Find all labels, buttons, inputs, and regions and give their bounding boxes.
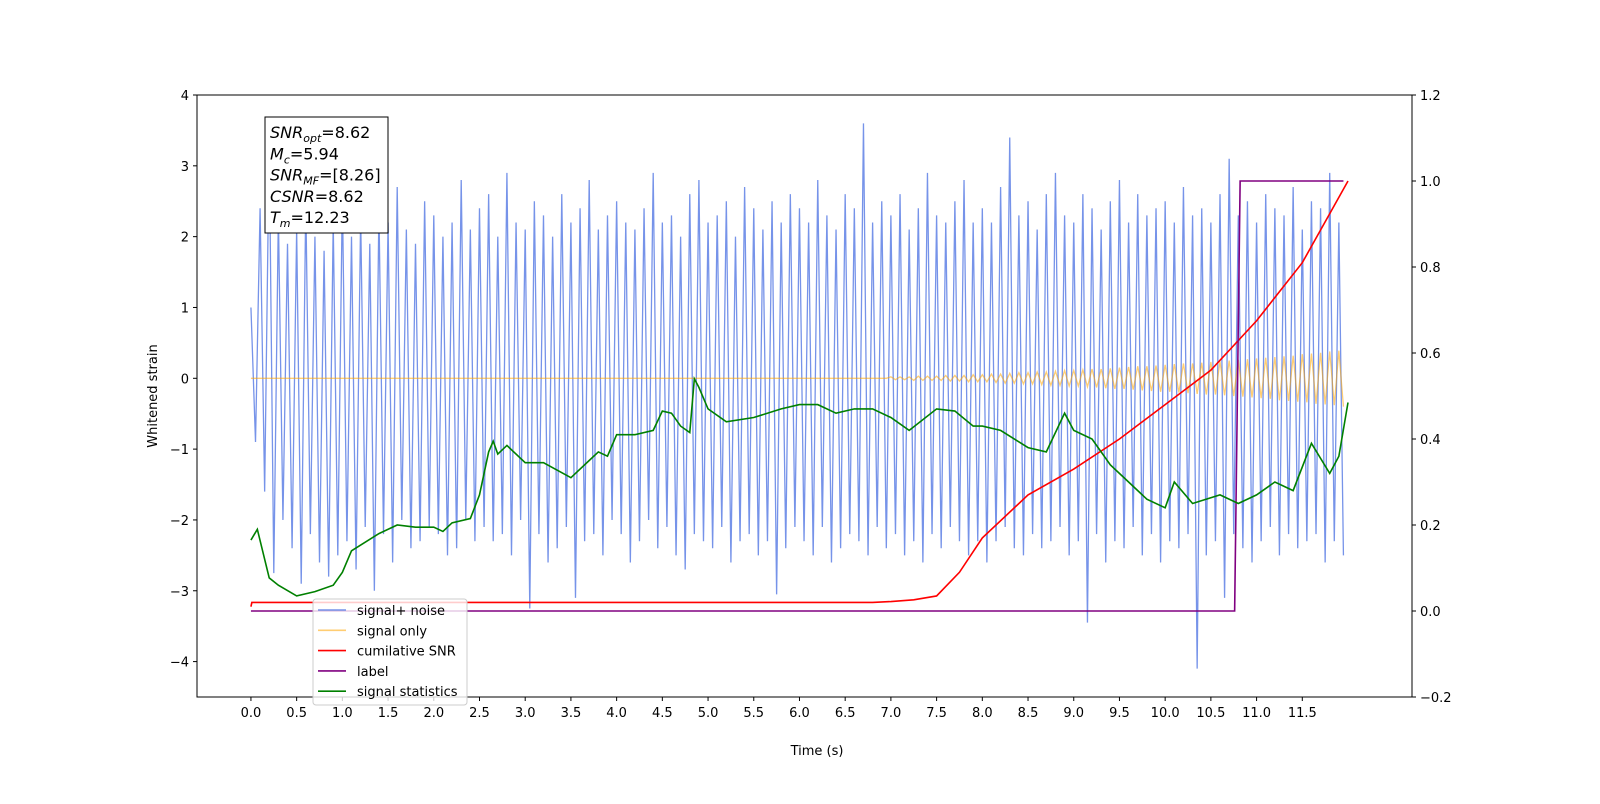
- y-tick-label: 2: [181, 231, 189, 246]
- x-axis-label: Time (s): [790, 744, 844, 759]
- y2-tick-label: 0.4: [1420, 433, 1441, 448]
- annotation: SNRMF=[8.26]: [270, 166, 381, 188]
- x-tick-label: 2.0: [423, 706, 444, 721]
- annotation-sub: opt: [303, 132, 322, 145]
- x-tick-label: 1.5: [378, 706, 399, 721]
- annotation-sub: m: [280, 217, 291, 230]
- x-tick-label: 2.5: [469, 706, 490, 721]
- y-tick-label: 0: [181, 372, 189, 387]
- annotation-rest: =8.62: [321, 123, 370, 142]
- x-tick-label: 10.0: [1151, 706, 1180, 721]
- y-tick-label: −2: [170, 514, 189, 529]
- annotation-base: SNR: [270, 166, 303, 185]
- x-tick-label: 5.5: [743, 706, 764, 721]
- x-tick-label: 1.0: [332, 706, 353, 721]
- x-tick-label: 7.5: [926, 706, 947, 721]
- y-tick-label: −4: [170, 656, 189, 671]
- y2-tick-label: 0.0: [1420, 605, 1441, 620]
- x-tick-label: 7.0: [881, 706, 902, 721]
- legend-label: cumilative SNR: [357, 645, 456, 660]
- x-tick-label: 9.5: [1109, 706, 1130, 721]
- annotation: CSNR=8.62: [270, 187, 364, 206]
- annotation-base: T: [270, 208, 281, 227]
- legend-label: signal+ noise: [357, 604, 445, 619]
- x-tick-label: 3.5: [561, 706, 582, 721]
- series-line: [250, 180, 1349, 607]
- annotation: SNRopt=8.62: [270, 123, 370, 145]
- x-tick-label: 6.5: [835, 706, 856, 721]
- x-tick-label: 11.5: [1288, 706, 1317, 721]
- x-tick-label: 10.5: [1196, 706, 1225, 721]
- axes-frame: [196, 94, 1413, 698]
- annotation-rest: =5.94: [290, 144, 339, 163]
- annotation-rest: =8.62: [315, 187, 364, 206]
- x-tick-label: 3.0: [515, 706, 536, 721]
- annotation: Mc=5.94: [270, 144, 339, 166]
- y-tick-label: 4: [181, 89, 189, 104]
- y2-tick-label: 0.8: [1420, 261, 1441, 276]
- x-tick-label: 11.0: [1242, 706, 1271, 721]
- series-line: [250, 376, 1349, 597]
- annotation-sub: c: [284, 153, 290, 166]
- x-tick-label: 9.0: [1063, 706, 1084, 721]
- y2-tick-label: 0.2: [1420, 519, 1441, 534]
- legend-label: signal only: [357, 624, 427, 639]
- annotation-box: [264, 116, 389, 234]
- x-tick-label: 4.0: [606, 706, 627, 721]
- x-tick-label: 5.0: [698, 706, 719, 721]
- y2-tick-label: −0.2: [1420, 691, 1452, 706]
- legend-label: signal statistics: [357, 685, 458, 700]
- annotation-rest: =[8.26]: [319, 166, 381, 185]
- y-axis-label: Whitened strain: [146, 344, 161, 447]
- annotation-base: CSNR: [270, 187, 315, 206]
- x-tick-label: 0.5: [286, 706, 307, 721]
- series-line: [250, 350, 1345, 407]
- plot-area: [250, 123, 1349, 669]
- annotation: Tm=12.23: [270, 208, 350, 230]
- y2-tick-label: 1.0: [1420, 175, 1441, 190]
- y-tick-label: −1: [170, 443, 189, 458]
- annotation-base: M: [270, 144, 284, 163]
- x-tick-label: 4.5: [652, 706, 673, 721]
- x-tick-label: 8.5: [1018, 706, 1039, 721]
- series-line: [250, 180, 1344, 612]
- series-line: [250, 123, 1345, 669]
- y-tick-label: −3: [170, 585, 189, 600]
- y-tick-label: 1: [181, 301, 189, 316]
- x-tick-label: 8.0: [972, 706, 993, 721]
- y2-tick-label: 0.6: [1420, 347, 1441, 362]
- legend-box: [312, 598, 468, 706]
- y-tick-label: 3: [181, 160, 189, 175]
- x-tick-label: 0.0: [241, 706, 262, 721]
- y2-tick-label: 1.2: [1420, 89, 1441, 104]
- annotation-base: SNR: [270, 123, 303, 142]
- annotation-sub: MF: [303, 175, 319, 188]
- annotation-rest: =12.23: [291, 208, 350, 227]
- legend-label: label: [357, 665, 388, 680]
- x-tick-label: 6.0: [789, 706, 810, 721]
